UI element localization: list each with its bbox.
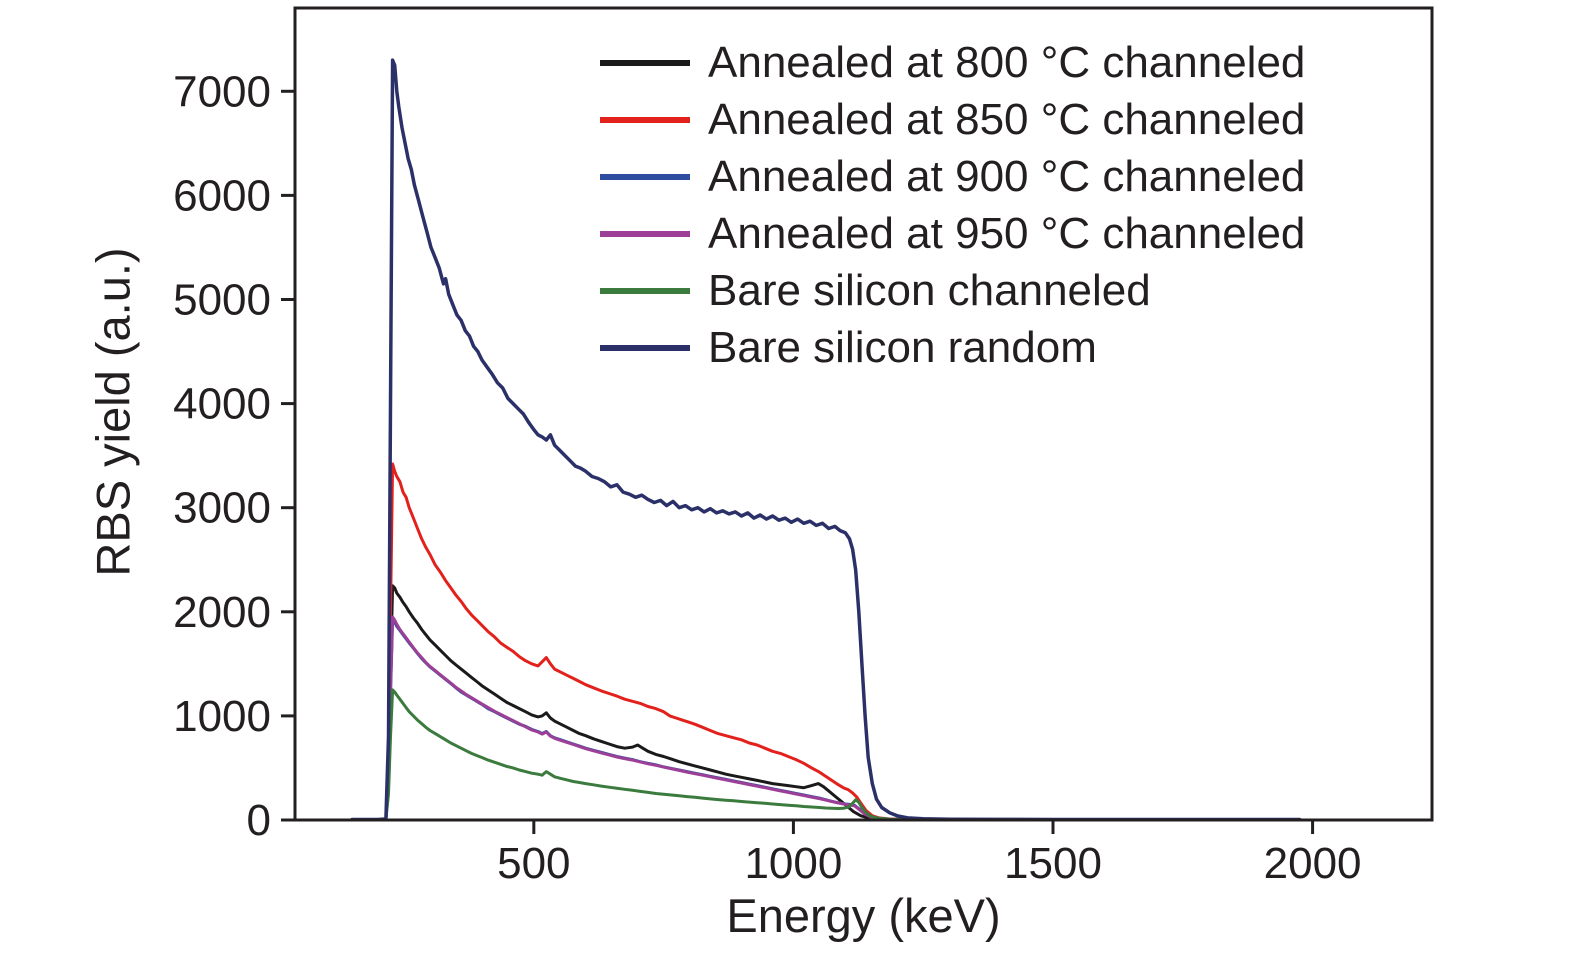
legend-item-bare-silicon-channeled: Bare silicon channeled [600,262,1305,319]
y-tick-label: 6000 [173,171,271,220]
plot-frame [293,6,1434,822]
x-tick-label: 2000 [1264,839,1362,888]
x-tick-label: 1000 [744,839,842,888]
y-tick-label: 5000 [173,275,271,324]
legend-item-annealed-900-channeled: Annealed at 900 °C channeled [600,148,1305,205]
annealed-950-channeled-line [350,615,1302,822]
x-tick-label: 1500 [1004,839,1102,888]
legend-swatch-bare-silicon-random [600,344,690,351]
legend-swatch-annealed-850-channeled [600,116,690,123]
y-tick-label: 2000 [173,588,271,637]
y-tick-label: 1000 [173,692,271,741]
legend-label-annealed-850-channeled: Annealed at 850 °C channeled [708,94,1306,144]
legend-swatch-bare-silicon-channeled [600,287,690,294]
y-tick-label: 0 [247,796,271,845]
legend-swatch-annealed-800-channeled [600,59,690,66]
y-tick-label: 4000 [173,380,271,429]
legend-swatch-annealed-900-channeled [600,173,690,180]
legend-item-annealed-850-channeled: Annealed at 850 °C channeled [600,91,1305,148]
annealed-850-channeled-line [350,462,1302,822]
legend-item-bare-silicon-random: Bare silicon random [600,319,1305,376]
legend-item-annealed-800-channeled: Annealed at 800 °C channeled [600,34,1305,91]
x-axis-label: Energy (keV) [726,889,1001,942]
legend-label-bare-silicon-channeled: Bare silicon channeled [708,265,1151,315]
legend-label-annealed-800-channeled: Annealed at 800 °C channeled [708,37,1306,87]
x-tick-label: 500 [497,839,570,888]
annealed-800-channeled-line [350,584,1302,822]
y-axis-label: RBS yield (a.u.) [86,247,140,577]
legend-item-annealed-950-channeled: Annealed at 950 °C channeled [600,205,1305,262]
legend-label-annealed-900-channeled: Annealed at 900 °C channeled [708,151,1306,201]
legend-swatch-annealed-950-channeled [600,230,690,237]
bare-silicon-random-line [350,58,1302,822]
legend-label-bare-silicon-random: Bare silicon random [708,322,1097,372]
y-tick-label: 7000 [173,67,271,116]
legend: Annealed at 800 °C channeled Annealed at … [600,34,1305,376]
bare-silicon-channeled-line [350,688,1302,822]
legend-label-annealed-950-channeled: Annealed at 950 °C channeled [708,208,1306,258]
y-tick-label: 3000 [173,484,271,533]
